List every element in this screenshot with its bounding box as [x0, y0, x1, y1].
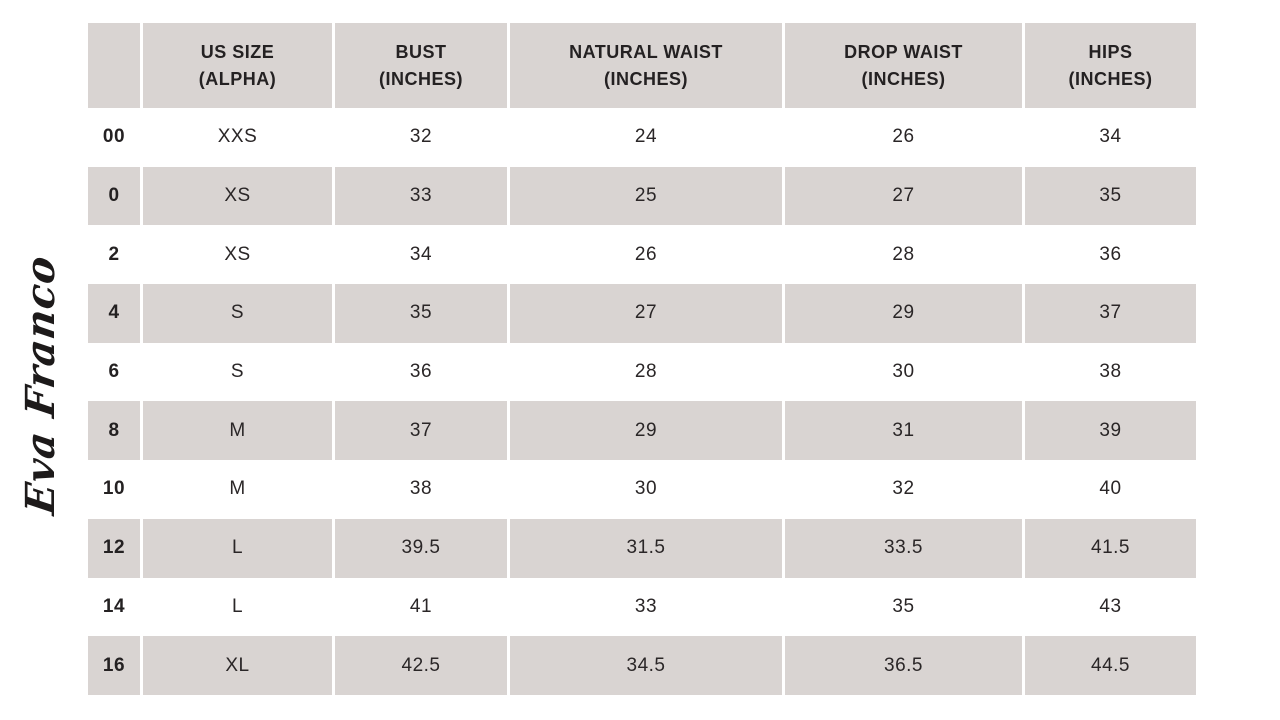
us-size-cell: 4	[88, 284, 140, 343]
header-line: BUST	[395, 41, 447, 62]
alpha-size-cell: S	[143, 342, 332, 402]
us-size-cell: 00	[88, 108, 140, 167]
alpha-size-cell: M	[143, 460, 332, 519]
natural-waist-cell: 27	[510, 284, 782, 343]
brand-logo: Eva Franco	[3, 252, 77, 517]
alpha-size-cell: XL	[143, 636, 332, 695]
header-line: HIPS	[1088, 41, 1133, 62]
header-bust: BUST (INCHES)	[335, 23, 507, 108]
us-size-cell: 12	[88, 518, 140, 578]
us-size-cell: 14	[88, 577, 140, 637]
us-size-cell: 10	[88, 460, 140, 519]
header-line: (INCHES)	[604, 68, 688, 89]
hips-cell: 35	[1025, 166, 1196, 226]
drop-waist-cell: 33.5	[785, 518, 1022, 578]
drop-waist-cell: 29	[785, 284, 1022, 343]
header-us-size: US SIZE (ALPHA)	[143, 23, 332, 108]
hips-cell: 34	[1025, 108, 1196, 167]
hips-cell: 44.5	[1025, 636, 1196, 695]
hips-cell: 37	[1025, 284, 1196, 343]
header-drop-waist: DROP WAIST (INCHES)	[785, 23, 1022, 108]
natural-waist-cell: 29	[510, 401, 782, 461]
natural-waist-cell: 31.5	[510, 518, 782, 578]
natural-waist-cell: 28	[510, 342, 782, 402]
hips-cell: 36	[1025, 225, 1196, 285]
bust-cell: 34	[335, 225, 507, 285]
size-chart-table: US SIZE (ALPHA) BUST (INCHES) NATURAL WA…	[88, 23, 1196, 695]
drop-waist-cell: 30	[785, 342, 1022, 402]
header-line: (INCHES)	[861, 68, 946, 89]
bust-cell: 35	[335, 284, 507, 343]
bust-cell: 37	[335, 401, 507, 461]
natural-waist-cell: 30	[510, 460, 782, 519]
bust-cell: 33	[335, 166, 507, 226]
drop-waist-cell: 35	[785, 577, 1022, 637]
alpha-size-cell: XS	[143, 166, 332, 226]
drop-waist-cell: 26	[785, 108, 1022, 167]
header-line: (ALPHA)	[198, 68, 277, 89]
natural-waist-cell: 24	[510, 108, 782, 167]
drop-waist-cell: 32	[785, 460, 1022, 519]
alpha-size-cell: M	[143, 401, 332, 461]
drop-waist-cell: 36.5	[785, 636, 1022, 695]
drop-waist-cell: 31	[785, 401, 1022, 461]
bust-cell: 39.5	[335, 518, 507, 578]
hips-cell: 40	[1025, 460, 1196, 519]
drop-waist-cell: 27	[785, 166, 1022, 226]
alpha-size-cell: L	[143, 577, 332, 637]
bust-cell: 41	[335, 577, 507, 637]
natural-waist-cell: 34.5	[510, 636, 782, 695]
bust-cell: 38	[335, 460, 507, 519]
hips-cell: 41.5	[1025, 518, 1196, 578]
hips-cell: 43	[1025, 577, 1196, 637]
brand-logo-text: Eva Franco	[16, 252, 64, 518]
bust-cell: 36	[335, 342, 507, 402]
header-hips: HIPS (INCHES)	[1025, 23, 1196, 108]
header-line: (INCHES)	[1068, 68, 1153, 89]
header-natural-waist: NATURAL WAIST (INCHES)	[510, 23, 782, 108]
bust-cell: 42.5	[335, 636, 507, 695]
us-size-cell: 8	[88, 401, 140, 461]
us-size-cell: 6	[88, 342, 140, 402]
hips-cell: 39	[1025, 401, 1196, 461]
bust-cell: 32	[335, 108, 507, 167]
natural-waist-cell: 33	[510, 577, 782, 637]
header-cell-empty	[88, 23, 140, 108]
header-line: NATURAL WAIST	[569, 41, 723, 62]
header-line: US SIZE	[200, 41, 275, 62]
header-line: DROP WAIST	[844, 41, 963, 62]
alpha-size-cell: L	[143, 518, 332, 578]
alpha-size-cell: S	[143, 284, 332, 343]
drop-waist-cell: 28	[785, 225, 1022, 285]
natural-waist-cell: 25	[510, 166, 782, 226]
alpha-size-cell: XS	[143, 225, 332, 285]
header-line: (INCHES)	[379, 68, 463, 89]
us-size-cell: 0	[88, 166, 140, 226]
us-size-cell: 16	[88, 636, 140, 695]
hips-cell: 38	[1025, 342, 1196, 402]
alpha-size-cell: XXS	[143, 108, 332, 167]
natural-waist-cell: 26	[510, 225, 782, 285]
us-size-cell: 2	[88, 225, 140, 285]
